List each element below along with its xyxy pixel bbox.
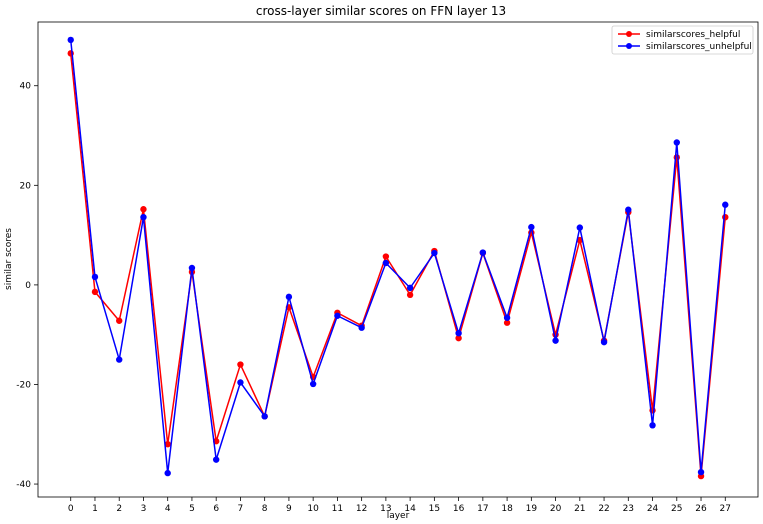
y-axis-label: similar scores <box>4 228 14 290</box>
legend-box <box>611 25 754 55</box>
y-tick-label: 0 <box>25 281 31 291</box>
data-point-unhelpful <box>406 284 414 292</box>
x-tick-label: 3 <box>141 504 147 514</box>
data-point-unhelpful <box>67 36 74 44</box>
data-point-helpful <box>503 319 511 326</box>
data-point-helpful <box>455 334 462 342</box>
legend-marker-helpful <box>626 31 632 37</box>
data-point-helpful <box>382 253 390 260</box>
data-point-unhelpful <box>237 379 244 386</box>
data-point-unhelpful <box>358 324 365 331</box>
x-tick-label: 13 <box>380 504 391 514</box>
series-line-unhelpful <box>69 39 727 474</box>
y-tick-label: 40 <box>20 82 32 92</box>
data-point-unhelpful <box>722 201 729 208</box>
x-tick-label: 0 <box>68 504 74 514</box>
data-point-unhelpful <box>382 259 390 267</box>
data-point-helpful <box>91 288 99 296</box>
data-point-unhelpful <box>697 468 705 476</box>
x-tick-label: 1 <box>92 504 98 514</box>
data-point-helpful <box>673 154 680 161</box>
data-point-unhelpful <box>334 312 341 319</box>
legend-label-unhelpful: similarscores_unhelpful <box>646 42 752 52</box>
data-point-unhelpful <box>600 338 608 346</box>
x-tick-label: 9 <box>286 504 292 514</box>
data-point-helpful <box>722 213 729 221</box>
legend-label-helpful: similarscores_helpful <box>646 30 740 40</box>
y-tick-label: -40 <box>16 480 31 490</box>
data-point-unhelpful <box>261 413 268 420</box>
data-point-unhelpful <box>91 273 99 281</box>
data-point-unhelpful <box>625 206 632 213</box>
data-point-unhelpful <box>479 249 487 256</box>
data-point-unhelpful <box>164 469 171 477</box>
data-point-helpful <box>406 291 414 299</box>
data-point-unhelpful <box>116 356 123 363</box>
x-tick-label: 17 <box>477 504 488 514</box>
x-tick-label: 19 <box>526 504 538 514</box>
chart-title: cross-layer similar scores on FFN layer … <box>256 4 506 18</box>
x-tick-label: 5 <box>189 504 195 514</box>
x-tick-label: 23 <box>623 504 634 514</box>
data-point-unhelpful <box>649 422 656 429</box>
x-tick-label: 6 <box>213 504 219 514</box>
x-tick-label: 20 <box>550 504 562 514</box>
x-tick-label: 21 <box>574 504 585 514</box>
x-tick-label: 7 <box>238 504 244 514</box>
data-point-unhelpful <box>309 380 317 388</box>
data-point-helpful <box>140 206 147 213</box>
x-tick-label: 11 <box>332 504 343 514</box>
data-point-unhelpful <box>140 213 147 221</box>
plot-area <box>37 21 759 498</box>
x-tick-label: 15 <box>429 504 440 514</box>
x-axis-label: layer <box>387 511 410 521</box>
x-tick-label: 4 <box>165 504 171 514</box>
x-tick-label: 26 <box>695 504 707 514</box>
x-tick-label: 8 <box>262 504 268 514</box>
x-axis: 0 1 2 3 4 5 6 7 8 9 10 11 12 13 14 15 16 17 18 19 20 21 22 23 24… <box>68 497 731 514</box>
series-line-helpful <box>69 53 727 477</box>
data-point-unhelpful <box>673 139 680 146</box>
legend-marker-unhelpful <box>626 43 632 49</box>
data-point-helpful <box>237 361 244 368</box>
data-point-unhelpful <box>188 264 196 272</box>
data-point-unhelpful <box>503 314 511 321</box>
data-point-helpful <box>164 441 171 448</box>
legend: similarscores_helpful similarscores_unhe… <box>611 25 754 55</box>
y-axis: -40 -20 0 20 40 <box>16 82 38 490</box>
x-tick-label: 2 <box>116 504 122 514</box>
data-point-unhelpful <box>285 293 293 301</box>
data-point-unhelpful <box>528 223 535 231</box>
x-tick-label: 24 <box>647 504 659 514</box>
series-layer <box>67 36 729 480</box>
data-point-helpful <box>116 317 123 324</box>
x-tick-label: 14 <box>404 504 416 514</box>
x-tick-label: 18 <box>501 504 513 514</box>
data-point-unhelpful <box>431 249 438 257</box>
x-tick-label: 22 <box>598 504 609 514</box>
data-point-unhelpful <box>552 337 559 344</box>
data-point-unhelpful <box>576 224 584 231</box>
y-tick-label: -20 <box>16 380 31 390</box>
y-tick-label: 20 <box>20 181 32 191</box>
data-point-unhelpful <box>212 456 220 463</box>
x-tick-label: 27 <box>720 504 731 514</box>
x-tick-label: 25 <box>671 504 682 514</box>
x-tick-label: 16 <box>453 504 465 514</box>
x-tick-label: 10 <box>307 504 319 514</box>
data-point-unhelpful <box>455 329 462 337</box>
x-tick-label: 12 <box>356 504 367 514</box>
